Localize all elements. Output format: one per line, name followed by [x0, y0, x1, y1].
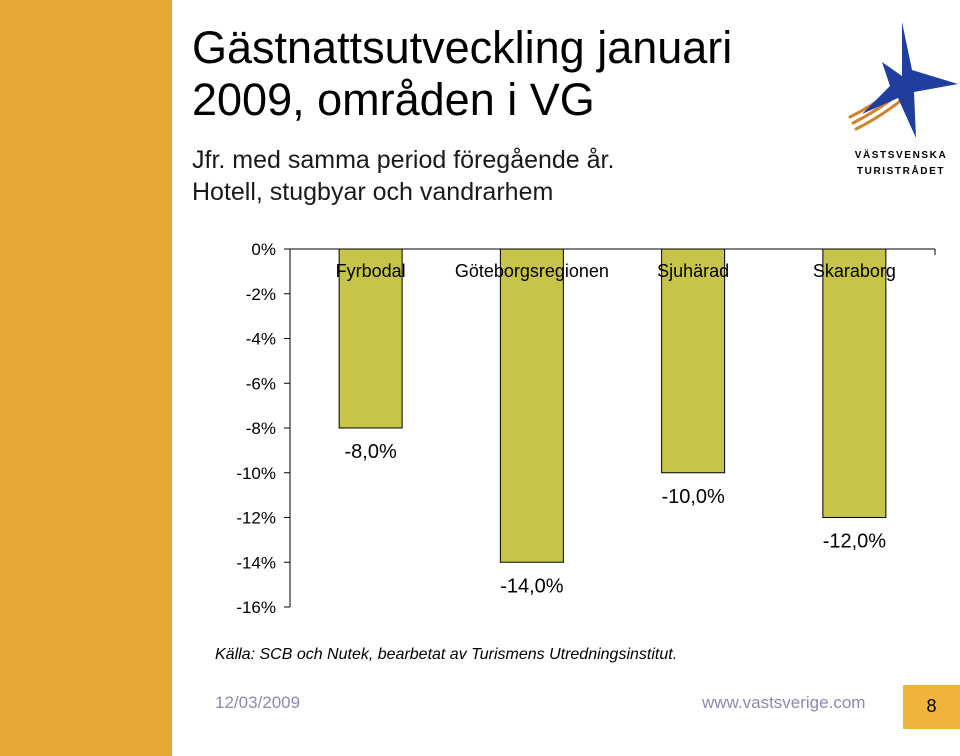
y-tick-label: -10% — [236, 464, 276, 483]
category-label: Göteborgsregionen — [455, 261, 609, 281]
data-label: -10,0% — [661, 486, 725, 508]
bar-chart: 0% -2% -4% -6% -8% -10% -12% -14% -16% -8,0% Fyrbo… — [236, 240, 936, 617]
y-tick-label: 0% — [251, 240, 276, 259]
bar — [499, 248, 564, 563]
page-number-box: 8 — [903, 685, 960, 729]
vastsvenska-turistradet-logo: VÄSTSVENSKA TURISTRÅDET — [848, 22, 958, 177]
footer-url: www.vastsverige.com — [702, 693, 866, 712]
category-label: Sjuhärad — [657, 261, 729, 281]
footer-date: 12/03/2009 — [215, 693, 301, 712]
bar — [822, 248, 887, 518]
sidebar-accent — [0, 0, 172, 756]
category-label: Skaraborg — [813, 261, 896, 281]
logo-text-line2: TURISTRÅDET — [857, 164, 945, 177]
data-label: -8,0% — [345, 441, 397, 463]
y-tick-label: -4% — [246, 330, 276, 349]
category-label: Fyrbodal — [336, 261, 406, 281]
bar — [338, 248, 403, 429]
source-note: Källa: SCB och Nutek, bearbetat av Turis… — [215, 646, 678, 663]
y-tick-label: -8% — [246, 419, 276, 438]
data-label: -12,0% — [823, 531, 887, 553]
logo-star — [862, 22, 958, 138]
logo-text-line1: VÄSTSVENSKA — [855, 148, 948, 161]
slide-title: Gästnattsutveckling januari 2009, område… — [192, 22, 733, 125]
y-tick-label: -2% — [246, 285, 276, 304]
y-tick-label: -14% — [236, 553, 276, 572]
subtitle-scope: Hotell, stugbyar och vandrarhem — [192, 178, 554, 206]
y-tick-label: -16% — [236, 598, 276, 617]
subtitle-comparison: Jfr. med samma period föregående år. — [192, 146, 615, 174]
y-tick-label: -12% — [236, 509, 276, 528]
data-label: -14,0% — [500, 575, 564, 597]
y-tick-label: -6% — [246, 374, 276, 393]
bar — [661, 248, 726, 474]
page-number: 8 — [926, 696, 937, 716]
